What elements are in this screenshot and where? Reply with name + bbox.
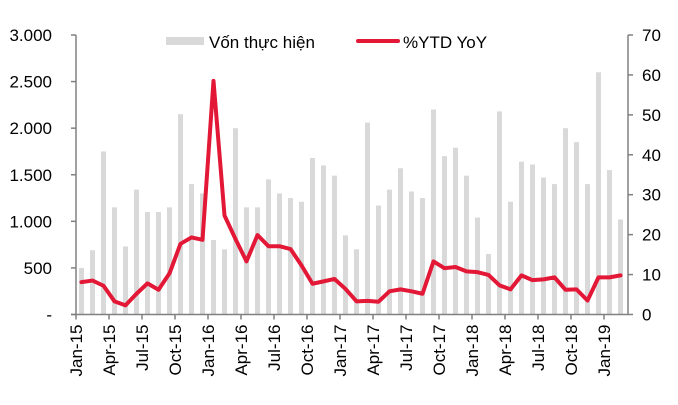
bar-Jun-17 <box>398 168 403 315</box>
right-axis-tick-label: 10 <box>642 266 661 285</box>
right-axis-tick-label: 20 <box>642 226 661 245</box>
x-axis-tick-label: Jan-18 <box>463 325 482 377</box>
x-axis-tick-label: Apr-15 <box>100 325 119 376</box>
bar-Oct-16 <box>310 157 315 315</box>
bar-Jul-16 <box>277 193 282 315</box>
left-y-axis: - 500 1.000 1.500 2.000 2.500 3.000 <box>9 26 77 325</box>
bar-Jul-18 <box>541 177 546 315</box>
x-axis-tick-label: Jan-17 <box>331 325 350 377</box>
x-axis-tick-label: Apr-17 <box>364 325 383 376</box>
legend: Vốn thực hiện %YTD YoY <box>166 33 487 52</box>
x-axis: Jan-15 Apr-15 Jul-15 Oct-15 Jan-16 Apr-16 Jul-… <box>67 313 628 377</box>
bar-Aug-16 <box>288 198 293 315</box>
legend-bar-label: Vốn thực hiện <box>209 33 315 52</box>
left-axis-tick-label: 3.000 <box>9 26 52 45</box>
bar-Mar-18 <box>497 111 502 315</box>
left-axis-tick-label: 500 <box>24 259 52 278</box>
right-axis-tick-label: 50 <box>642 106 661 125</box>
right-axis-tick-label: 60 <box>642 66 661 85</box>
line-series-ytd-yoy <box>79 78 623 308</box>
bar-Jul-17 <box>409 191 414 315</box>
bar-Nov-15 <box>189 184 194 315</box>
bar-Apr-17 <box>376 205 381 315</box>
right-axis-tick-label: 0 <box>642 306 651 325</box>
legend-bar-swatch <box>166 37 204 45</box>
bar-May-17 <box>387 189 392 315</box>
x-axis-tick-label: Oct-18 <box>562 325 581 376</box>
x-axis-tick-label: Oct-16 <box>298 325 317 376</box>
bar-Jan-17 <box>343 235 348 315</box>
bar-Jan-18 <box>475 217 480 315</box>
bar-Sep-17 <box>431 109 436 315</box>
bar-Mar-15 <box>101 151 106 315</box>
bar-Oct-15 <box>178 114 183 315</box>
legend-line-label: %YTD YoY <box>403 33 487 52</box>
bar-Jul-15 <box>145 212 150 315</box>
x-axis-tick-label: Oct-17 <box>430 325 449 376</box>
left-axis-tick-label: 2.500 <box>9 73 52 92</box>
bar-Feb-19 <box>618 219 623 315</box>
bar-Mar-17 <box>365 122 370 315</box>
bar-May-16 <box>255 207 260 315</box>
x-axis-tick-label: Jul-16 <box>265 325 284 371</box>
bar-Mar-16 <box>233 128 238 315</box>
x-axis-tick-label: Apr-18 <box>496 325 515 376</box>
bar-Sep-15 <box>167 207 172 315</box>
right-y-axis: 0 10 20 30 40 50 60 70 <box>627 26 661 325</box>
bar-Jan-15 <box>79 267 84 315</box>
ytd-yoy-line <box>79 78 623 308</box>
bar-Nov-16 <box>321 165 326 315</box>
bar-Nov-18 <box>585 184 590 315</box>
bar-Jun-18 <box>530 164 535 315</box>
bar-Oct-18 <box>574 142 579 315</box>
x-axis-tick-label: Jan-15 <box>67 325 86 377</box>
bar-Sep-18 <box>563 128 568 315</box>
bar-Dec-17 <box>464 175 469 315</box>
bar-May-15 <box>123 246 128 315</box>
x-axis-tick-label: Jan-16 <box>199 325 218 377</box>
right-axis-tick-label: 40 <box>642 146 661 165</box>
bar-Sep-16 <box>299 201 304 315</box>
x-axis-tick-label: Jan-19 <box>595 325 614 377</box>
right-axis-tick-label: 70 <box>642 26 661 45</box>
left-axis-tick-label: 2.000 <box>9 119 52 138</box>
bar-Aug-15 <box>156 212 161 315</box>
bar-Nov-17 <box>453 147 458 315</box>
bar-May-18 <box>519 161 524 315</box>
bar-Jun-15 <box>134 189 139 315</box>
x-axis-tick-label: Apr-16 <box>232 325 251 376</box>
left-axis-tick-label: - <box>46 306 52 325</box>
bar-Apr-18 <box>508 201 513 315</box>
bar-Aug-17 <box>420 198 425 315</box>
bar-Dec-16 <box>332 175 337 315</box>
left-axis-tick-label: 1.500 <box>9 166 52 185</box>
bar-Apr-15 <box>112 207 117 315</box>
bar-Feb-16 <box>222 249 227 315</box>
bar-Feb-17 <box>354 249 359 315</box>
x-axis-tick-label: Jul-18 <box>529 325 548 371</box>
x-axis-tick-label: Jul-15 <box>133 325 152 371</box>
bar-Jan-19 <box>607 170 612 315</box>
bar-Aug-18 <box>552 184 557 315</box>
x-axis-tick-label: Jul-17 <box>397 325 416 371</box>
right-axis-tick-label: 30 <box>642 186 661 205</box>
bar-Dec-18 <box>596 72 601 315</box>
left-axis-tick-label: 1.000 <box>9 212 52 231</box>
x-axis-tick-label: Oct-15 <box>166 325 185 376</box>
bar-Dec-15 <box>200 193 205 315</box>
bar-Oct-17 <box>442 156 447 315</box>
bar-Jan-16 <box>211 239 216 315</box>
bar-Feb-18 <box>486 253 491 315</box>
